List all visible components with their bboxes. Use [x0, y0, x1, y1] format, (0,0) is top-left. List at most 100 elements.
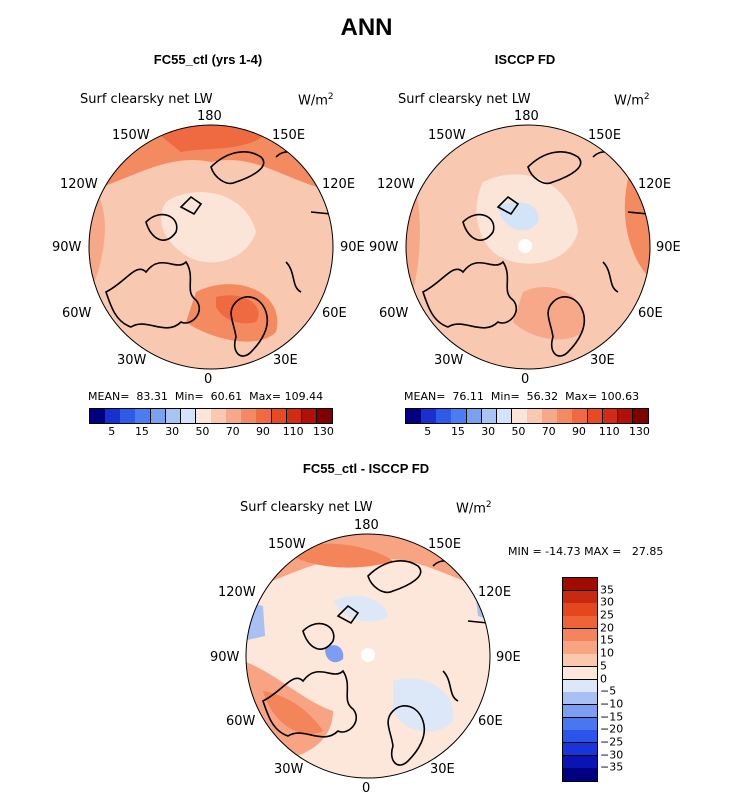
panel-3-colorbar-swatch	[563, 679, 597, 693]
panel-2-colorbar-swatch	[421, 409, 437, 423]
panel-1-mean-label: MEAN=	[88, 390, 130, 403]
panel-1-colorbar-swatch	[271, 409, 288, 423]
panel-3-colorbar-tick-label: −35	[600, 760, 624, 774]
panel-1-colorbar-swatch	[241, 409, 257, 423]
panel-1-field-atlantic-core	[216, 295, 259, 324]
panel-1-lon-60w: 60W	[62, 306, 92, 321]
panel-3-lon-120w: 120W	[218, 585, 256, 600]
panel-2-field-cold-core	[498, 202, 539, 231]
panel-2-lon-150w: 150W	[428, 128, 466, 143]
panel-3-colorbar-ticks: 35 30 25 20 15 10 5 0 −5 −10 −15 −20 −25 −30 −35	[600, 577, 640, 780]
panel-1-colorbar	[89, 408, 333, 424]
panel-2-lon-150e: 150E	[588, 128, 622, 143]
panel-2-units: W/m2	[614, 92, 650, 109]
panel-3-colorbar-swatch	[563, 590, 597, 604]
panel-1-polar-map	[88, 124, 334, 370]
panel-1-lon-90e: 90E	[340, 240, 365, 255]
panel-3-field-cold-core	[325, 645, 344, 663]
panel-2-colorbar-tick-label: 30	[481, 425, 496, 438]
panel-3-colorbar-tick-label: −10	[600, 697, 624, 711]
panel-3-field-cold-arctic	[333, 596, 388, 622]
panel-2-heading: ISCCP FD	[494, 52, 556, 67]
panel-2-variable: Surf clearsky net LW	[398, 92, 531, 107]
panel-1-lon-60e: 60E	[322, 306, 347, 321]
panel-3-lon-90e: 90E	[496, 650, 521, 665]
panel-1-colorbar-swatch	[90, 409, 106, 423]
panel-3-colorbar-tick-label: −25	[600, 735, 624, 749]
panel-2-colorbar-swatch	[496, 409, 513, 423]
panel-3-lon-150e: 150E	[428, 537, 462, 552]
panel-2-lon-120w: 120W	[377, 177, 415, 192]
panel-3-colorbar-swatch	[563, 616, 597, 630]
panel-3-colorbar-swatch	[563, 692, 597, 706]
panel-3-lon-180: 180	[354, 518, 379, 533]
panel-2-lon-120e: 120E	[638, 177, 672, 192]
panel-1-colorbar-swatch	[120, 409, 136, 423]
panel-2-lon-30w: 30W	[434, 353, 464, 368]
panel-2-colorbar-swatch	[557, 409, 573, 423]
panel-1-units: W/m2	[298, 92, 334, 109]
panel-3-lon-120e: 120E	[478, 585, 512, 600]
panel-2-colorbar	[405, 408, 649, 424]
panel-1-colorbar-tick-label: 30	[165, 425, 180, 438]
panel-3-colorbar-swatch	[563, 717, 597, 731]
panel-2-colorbar-swatch	[406, 409, 422, 423]
panel-1-colorbar-tick-label: 50	[195, 425, 210, 438]
panel-3-colorbar-swatch	[563, 641, 597, 655]
panel-2-lon-180: 180	[514, 109, 539, 124]
panel-3-colorbar-tick-label: −20	[600, 722, 624, 736]
panel-1-colorbar-tick-label: 70	[225, 425, 240, 438]
panel-1-lon-0: 0	[204, 372, 213, 387]
panel-1-max-label: Max=	[249, 390, 282, 403]
panel-1-lon-150e: 150E	[272, 128, 306, 143]
panel-3-colorbar-swatch	[563, 768, 597, 782]
panel-2-colorbar-swatch	[602, 409, 619, 423]
panel-2-lon-90w: 90W	[369, 240, 399, 255]
panel-3-lon-0: 0	[362, 781, 371, 796]
panel-1-colorbar-tick-label: 130	[312, 425, 334, 438]
panel-2-max-label: Max=	[565, 390, 598, 403]
panel-3-colorbar-swatch	[563, 742, 597, 757]
panel-3-colorbar-swatch	[563, 755, 597, 769]
panel-1-colorbar-tick-label: 5	[108, 425, 116, 438]
panel-2-colorbar-tick-label: 130	[628, 425, 650, 438]
panel-3-colorbar-swatch	[563, 628, 597, 642]
panel-3-colorbar-tick-label: −5	[600, 684, 617, 698]
panel-1-lon-30w: 30W	[117, 353, 147, 368]
panel-1-colorbar-swatch	[211, 409, 227, 423]
panel-1-lon-180: 180	[197, 109, 222, 124]
panel-3-lon-30e: 30E	[430, 762, 455, 777]
panel-3-colorbar-swatch	[563, 666, 597, 680]
panel-2-map-border	[405, 124, 651, 370]
panel-2-mean-value: 76.11	[452, 390, 484, 403]
panel-2-colorbar-swatch	[436, 409, 452, 423]
panel-3-map-border	[245, 533, 491, 779]
panel-1-colorbar-tick-label: 110	[282, 425, 304, 438]
panel-1-lon-150w: 150W	[112, 128, 150, 143]
panel-1-colorbar-swatch	[226, 409, 242, 423]
panel-1-heading: FC55_ctl (yrs 1-4)	[153, 52, 263, 67]
panel-2-pole-gap	[518, 239, 532, 253]
panel-2-colorbar-swatch	[481, 409, 498, 423]
panel-1-min-value: 60.61	[210, 390, 243, 403]
panel-2-colorbar-swatch	[617, 409, 634, 423]
panel-2-min-label: Min=	[490, 390, 520, 403]
panel-2-lon-90e: 90E	[656, 240, 681, 255]
panel-1-field-pacific-core	[156, 125, 266, 152]
panel-2-max-value: 100.63	[600, 390, 640, 403]
panel-2-colorbar-swatch	[587, 409, 604, 423]
panel-3-variable: Surf clearsky net LW	[240, 500, 373, 515]
panel-2-colorbar-tick-label: 90	[571, 425, 586, 438]
panel-2-lon-60e: 60E	[638, 306, 663, 321]
panel-3-colorbar-tick-label: 0	[600, 672, 607, 685]
panel-2-colorbar-swatch	[527, 409, 543, 423]
panel-1-min-label: Min=	[174, 390, 204, 403]
panel-3-colorbar-tick-label: 5	[600, 659, 607, 673]
panel-1-colorbar-tick-label: 15	[134, 425, 149, 438]
panel-1-colorbar-swatch	[135, 409, 151, 423]
panel-3-colorbar-tick-label: 20	[600, 621, 614, 635]
panel-2-colorbar-tick-label: 15	[450, 425, 465, 438]
panel-2-colorbar-swatch	[542, 409, 558, 423]
panel-3-colorbar-swatch	[563, 603, 597, 617]
panel-3-lon-30w: 30W	[274, 762, 304, 777]
